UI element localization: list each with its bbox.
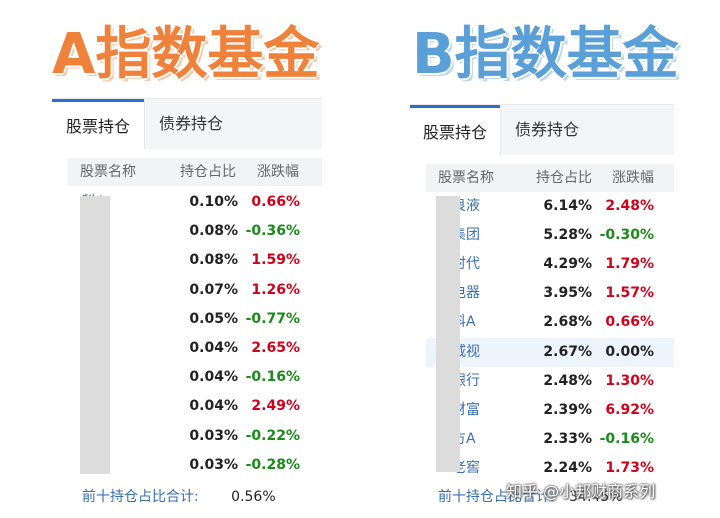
panel-b-title: B指数基金 (412, 22, 679, 87)
table-row[interactable]: 时代 4.29% 1.79% (426, 250, 674, 279)
table-row[interactable]: 财富 2.39% 6.92% (426, 396, 674, 425)
panel-a: 股票持仓 债券持仓 股票名称 持仓占比 涨跌幅 科A0.10%0.66%集团0.… (52, 98, 322, 518)
header-change: 涨跌幅 (612, 170, 654, 186)
position-ratio: 2.67% (543, 343, 592, 360)
panel-a-table-header: 股票名称 持仓占比 涨跌幅 (68, 158, 322, 186)
position-ratio: 0.04% (189, 398, 238, 415)
change-value: -0.28% (245, 456, 300, 473)
position-ratio: 0.03% (189, 427, 238, 444)
header-position-ratio: 持仓占比 (180, 164, 236, 180)
panel-a-tabs: 股票持仓 债券持仓 (52, 98, 322, 149)
panel-a-title: A指数基金 (52, 22, 320, 87)
position-ratio: 2.39% (543, 401, 592, 418)
table-row[interactable]: 银行 2.48% 1.30% (426, 367, 674, 396)
footer-label: 前十持仓占比合计: (438, 489, 555, 505)
change-value: 2.49% (251, 398, 300, 415)
footer-value: 34.45% (569, 489, 623, 505)
change-value: 0.66% (251, 194, 300, 210)
header-stock-name: 股票名称 (80, 164, 136, 180)
header-change: 涨跌幅 (257, 164, 299, 180)
position-ratio: 2.24% (543, 459, 592, 476)
table-row[interactable]: 集团 5.28% -0.30% (426, 221, 674, 250)
change-value: 1.59% (251, 252, 300, 269)
position-ratio: 0.08% (189, 223, 238, 240)
panel-b-footer: 前十持仓占比合计: 34.45% (438, 486, 623, 506)
position-ratio: 0.08% (189, 252, 238, 269)
tab-stock-holdings[interactable]: 股票持仓 (410, 105, 500, 155)
position-ratio: 2.48% (543, 372, 592, 389)
change-value: -0.16% (245, 369, 300, 386)
tab-stock-holdings[interactable]: 股票持仓 (52, 99, 144, 149)
change-value: 1.30% (605, 372, 654, 389)
position-ratio: 2.68% (543, 314, 592, 331)
change-value: 1.26% (251, 281, 300, 298)
table-row[interactable]: 威视 2.67% 0.00% (426, 337, 674, 367)
position-ratio: 0.04% (189, 369, 238, 386)
change-value: 2.65% (251, 340, 300, 356)
panel-b-table-header: 股票名称 持仓占比 涨跌幅 (426, 164, 674, 192)
position-ratio: 0.05% (189, 310, 238, 327)
header-stock-name: 股票名称 (438, 170, 494, 186)
panel-b-name-mask (436, 196, 460, 472)
position-ratio: 0.07% (189, 281, 238, 298)
table-row[interactable]: 方A 2.33% -0.16% (426, 425, 674, 454)
change-value: 1.73% (605, 459, 654, 476)
change-value: 2.48% (605, 198, 654, 214)
change-value: -0.30% (599, 227, 654, 244)
footer-label: 前十持仓占比合计: (82, 489, 199, 505)
table-row[interactable]: 电器 3.95% 1.57% (426, 279, 674, 308)
change-value: -0.36% (245, 223, 300, 240)
change-value: 0.66% (605, 314, 654, 331)
watermark: 知乎 @小邦财商系列 (506, 482, 656, 501)
change-value: 0.00% (605, 343, 654, 360)
table-row[interactable]: 科A 2.68% 0.66% (426, 308, 674, 337)
position-ratio: 0.03% (189, 456, 238, 473)
footer-value: 0.56% (231, 489, 276, 505)
tab-bond-holdings[interactable]: 债券持仓 (500, 105, 674, 155)
header-position-ratio: 持仓占比 (536, 170, 592, 186)
change-value: -0.16% (599, 430, 654, 447)
panel-a-name-mask (80, 196, 110, 474)
panel-a-footer: 前十持仓占比合计: 0.56% (82, 486, 276, 506)
table-row[interactable]: 良液 6.14% 2.48% (426, 192, 674, 221)
position-ratio: 0.10% (189, 194, 238, 210)
change-value: 1.57% (605, 285, 654, 302)
change-value: 6.92% (605, 401, 654, 418)
position-ratio: 3.95% (543, 285, 592, 302)
position-ratio: 5.28% (543, 227, 592, 244)
change-value: -0.77% (245, 310, 300, 327)
tab-bond-holdings[interactable]: 债券持仓 (144, 99, 322, 149)
change-value: 1.79% (605, 256, 654, 273)
position-ratio: 6.14% (543, 198, 592, 214)
position-ratio: 0.04% (189, 340, 238, 356)
panel-b: 股票持仓 债券持仓 股票名称 持仓占比 涨跌幅 良液 6.14% 2.48% 集团 5.… (410, 104, 674, 518)
position-ratio: 4.29% (543, 256, 592, 273)
panel-b-tabs: 股票持仓 债券持仓 (410, 104, 674, 155)
change-value: -0.22% (245, 427, 300, 444)
position-ratio: 2.33% (543, 430, 592, 447)
